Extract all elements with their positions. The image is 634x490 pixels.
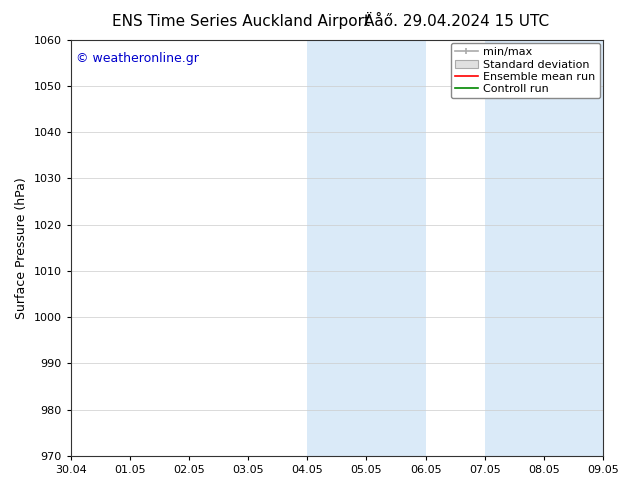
Legend: min/max, Standard deviation, Ensemble mean run, Controll run: min/max, Standard deviation, Ensemble me…: [451, 43, 600, 98]
Text: © weatheronline.gr: © weatheronline.gr: [76, 52, 199, 65]
Bar: [307, 40, 425, 456]
Text: Äåő. 29.04.2024 15 UTC: Äåő. 29.04.2024 15 UTC: [364, 14, 549, 29]
Text: ENS Time Series Auckland Airport: ENS Time Series Auckland Airport: [112, 14, 370, 29]
Bar: [485, 40, 603, 456]
Y-axis label: Surface Pressure (hPa): Surface Pressure (hPa): [15, 177, 28, 318]
